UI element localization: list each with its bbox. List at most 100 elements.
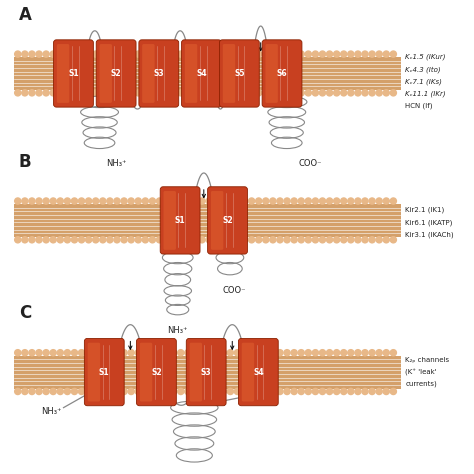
Circle shape	[270, 350, 276, 356]
Circle shape	[185, 198, 191, 204]
Circle shape	[185, 51, 191, 57]
Circle shape	[43, 350, 49, 356]
Circle shape	[334, 198, 340, 204]
Circle shape	[100, 51, 106, 57]
Circle shape	[171, 237, 177, 243]
Circle shape	[327, 237, 333, 243]
Circle shape	[85, 350, 91, 356]
Circle shape	[43, 198, 49, 204]
Circle shape	[128, 388, 134, 394]
Circle shape	[192, 388, 198, 394]
Circle shape	[64, 350, 71, 356]
Circle shape	[312, 90, 319, 96]
Circle shape	[341, 388, 347, 394]
Circle shape	[263, 198, 269, 204]
Circle shape	[263, 237, 269, 243]
FancyBboxPatch shape	[185, 44, 197, 103]
Circle shape	[114, 350, 120, 356]
Circle shape	[92, 198, 99, 204]
Circle shape	[255, 198, 262, 204]
Circle shape	[319, 198, 326, 204]
Circle shape	[362, 237, 368, 243]
Circle shape	[305, 90, 311, 96]
Circle shape	[241, 198, 247, 204]
Circle shape	[114, 51, 120, 57]
Circle shape	[50, 198, 56, 204]
Circle shape	[142, 198, 148, 204]
Circle shape	[248, 90, 255, 96]
Circle shape	[22, 90, 28, 96]
Circle shape	[50, 51, 56, 57]
Text: S1: S1	[175, 216, 185, 225]
Text: S6: S6	[277, 69, 287, 78]
Circle shape	[270, 90, 276, 96]
Circle shape	[79, 198, 85, 204]
Text: Kir3.1 (IKACh): Kir3.1 (IKACh)	[405, 231, 454, 238]
Circle shape	[135, 350, 141, 356]
FancyBboxPatch shape	[142, 44, 155, 103]
Circle shape	[248, 237, 255, 243]
Circle shape	[362, 198, 368, 204]
Circle shape	[22, 350, 28, 356]
Circle shape	[149, 237, 155, 243]
Circle shape	[178, 350, 184, 356]
Circle shape	[192, 90, 198, 96]
Circle shape	[312, 51, 319, 57]
Circle shape	[213, 198, 219, 204]
Circle shape	[100, 388, 106, 394]
Circle shape	[178, 388, 184, 394]
Circle shape	[277, 198, 283, 204]
Circle shape	[383, 198, 389, 204]
Circle shape	[29, 90, 35, 96]
Circle shape	[220, 90, 227, 96]
Circle shape	[107, 51, 113, 57]
Circle shape	[284, 90, 290, 96]
Circle shape	[29, 51, 35, 57]
Circle shape	[36, 198, 42, 204]
Circle shape	[334, 90, 340, 96]
Circle shape	[36, 90, 42, 96]
Circle shape	[334, 51, 340, 57]
Circle shape	[270, 51, 276, 57]
Circle shape	[319, 51, 326, 57]
Circle shape	[57, 90, 64, 96]
FancyBboxPatch shape	[139, 40, 179, 107]
Circle shape	[29, 388, 35, 394]
Circle shape	[348, 350, 354, 356]
Circle shape	[142, 350, 148, 356]
Circle shape	[100, 237, 106, 243]
Circle shape	[79, 51, 85, 57]
Circle shape	[142, 90, 148, 96]
Text: Kᵥ4.3 (Ito): Kᵥ4.3 (Ito)	[405, 66, 441, 73]
Circle shape	[305, 51, 311, 57]
Text: NH₃⁺: NH₃⁺	[167, 326, 188, 335]
Text: Kᵥ1.5 (IKur): Kᵥ1.5 (IKur)	[405, 54, 446, 60]
Circle shape	[390, 90, 396, 96]
Bar	[14, 204, 401, 237]
Text: S5: S5	[234, 69, 245, 78]
Circle shape	[22, 237, 28, 243]
Circle shape	[220, 198, 227, 204]
Text: S3: S3	[201, 368, 211, 376]
Circle shape	[72, 51, 78, 57]
Circle shape	[305, 198, 311, 204]
Circle shape	[383, 90, 389, 96]
Bar	[14, 356, 401, 389]
Circle shape	[341, 350, 347, 356]
Circle shape	[241, 388, 247, 394]
Text: B: B	[19, 153, 32, 171]
Circle shape	[121, 90, 127, 96]
Circle shape	[263, 90, 269, 96]
Text: S2: S2	[151, 368, 162, 376]
Circle shape	[234, 350, 240, 356]
Circle shape	[312, 198, 319, 204]
Text: COO⁻: COO⁻	[223, 286, 246, 295]
Circle shape	[43, 237, 49, 243]
Circle shape	[128, 198, 134, 204]
Circle shape	[334, 388, 340, 394]
Circle shape	[390, 198, 396, 204]
Circle shape	[284, 350, 290, 356]
Circle shape	[85, 90, 91, 96]
Circle shape	[355, 198, 361, 204]
Circle shape	[135, 90, 141, 96]
